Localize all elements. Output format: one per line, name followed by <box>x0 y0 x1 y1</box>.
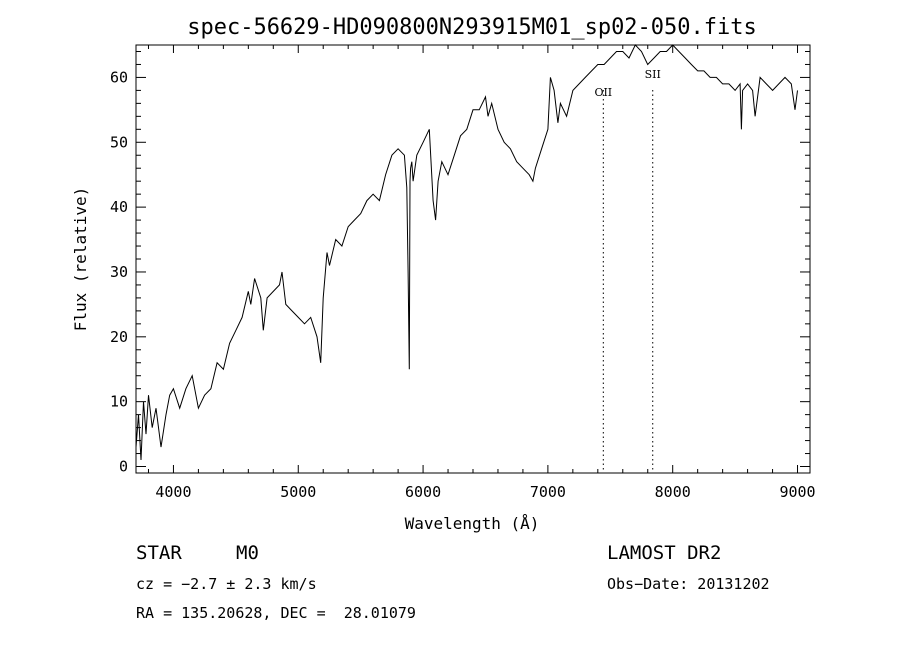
y-tick-label: 40 <box>110 198 128 216</box>
axis-ticks: 4000 5000 6000 7000 8000 9000 0 10 20 30 40 50 60 <box>110 45 816 501</box>
spectrum-series-line <box>135 44 798 461</box>
survey-name: LAMOST DR2 <box>607 542 722 564</box>
line-markers: OII SII <box>594 68 661 473</box>
line-label-sii: SII <box>645 68 661 81</box>
y-tick-label: 30 <box>110 263 128 281</box>
y-tick-label: 10 <box>110 393 128 411</box>
chart-title: spec-56629-HD090800N293915M01_sp02-050.f… <box>187 15 757 40</box>
y-tick-label: 50 <box>110 133 128 151</box>
sky-coordinates: RA = 135.20628, DEC = 28.01079 <box>136 604 416 622</box>
observation-date: Obs−Date: 20131202 <box>607 575 770 593</box>
x-tick-label: 6000 <box>405 483 441 501</box>
radial-velocity: cz = −2.7 ± 2.3 km/s <box>136 575 317 593</box>
line-label-oii: OII <box>594 86 612 99</box>
object-type: STAR <box>136 542 182 564</box>
x-axis-label: Wavelength (Å) <box>405 514 540 533</box>
y-tick-label: 60 <box>110 68 128 86</box>
y-tick-label: 0 <box>119 458 128 476</box>
plot-frame <box>135 44 811 474</box>
y-tick-label: 20 <box>110 328 128 346</box>
y-axis-label: Flux (relative) <box>71 187 90 332</box>
x-tick-label: 4000 <box>155 483 191 501</box>
x-tick-label: 9000 <box>779 483 815 501</box>
spectral-subclass: M0 <box>236 542 259 564</box>
x-tick-label: 7000 <box>530 483 566 501</box>
x-tick-label: 5000 <box>280 483 316 501</box>
x-tick-label: 8000 <box>655 483 691 501</box>
